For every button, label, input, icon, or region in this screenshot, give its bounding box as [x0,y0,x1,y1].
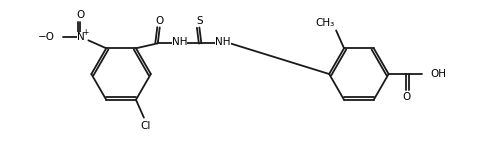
Text: CH₃: CH₃ [315,17,334,28]
Text: N: N [77,32,84,42]
Text: O: O [156,16,164,26]
Text: NH: NH [172,37,187,47]
Text: Cl: Cl [141,121,151,131]
Text: −O: −O [38,32,55,42]
Text: +: + [82,28,89,37]
Text: O: O [402,92,410,102]
Text: OH: OH [430,69,446,79]
Text: NH: NH [216,37,231,47]
Text: O: O [76,10,84,20]
Text: S: S [196,16,203,26]
